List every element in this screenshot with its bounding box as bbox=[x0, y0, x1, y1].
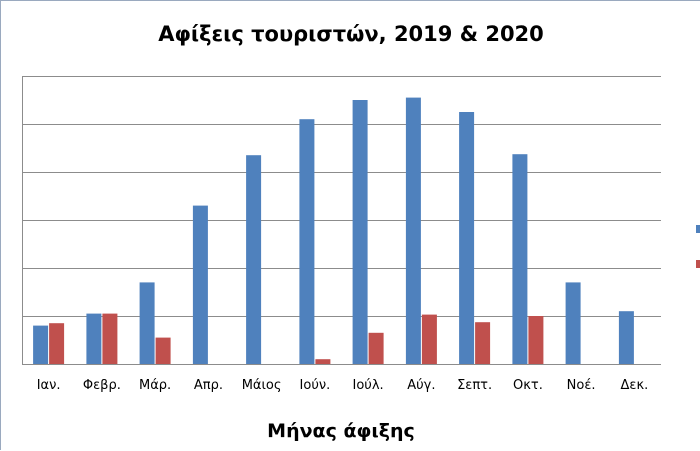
bar-series-1-1 bbox=[33, 325, 49, 364]
x-tick-label: Νοέ. bbox=[567, 378, 596, 393]
legend bbox=[696, 225, 700, 268]
x-tick-label: Οκτ. bbox=[513, 378, 543, 393]
x-tick-label: Ιούλ. bbox=[353, 378, 384, 393]
x-tick-labels: Ιαν. Φεβρ. Μάρ. Απρ. Μάιος Ιούν. Ιούλ. Αύγ. Σεπτ… bbox=[37, 378, 649, 393]
x-tick-label: Απρ. bbox=[194, 378, 223, 393]
bar-series-1-6 bbox=[299, 119, 315, 364]
bar-series-1-8 bbox=[405, 97, 421, 364]
bar-series-2-6 bbox=[315, 359, 331, 364]
x-tick-label: Σεπτ. bbox=[457, 378, 492, 393]
gridlines bbox=[22, 76, 661, 364]
bar-series-2-7 bbox=[368, 332, 384, 364]
bar-series-2-3 bbox=[155, 337, 171, 364]
x-tick-label: Μάρ. bbox=[139, 378, 171, 393]
chart-title: Αφίξεις τουριστών, 2019 & 2020 bbox=[158, 22, 544, 46]
x-tick-label: Ιαν. bbox=[37, 378, 61, 393]
bar-series-1-3 bbox=[139, 282, 155, 364]
bar-series-1-7 bbox=[352, 100, 368, 364]
bar-series-2-8 bbox=[421, 314, 437, 364]
bar-series-1-11 bbox=[565, 282, 581, 364]
x-tick-label: Αύγ. bbox=[407, 378, 435, 393]
legend-marker-series-2 bbox=[696, 260, 700, 268]
x-tick-label: Ιούν. bbox=[300, 378, 331, 393]
x-tick-label: Μάιος bbox=[242, 378, 282, 393]
bar-series-1-4 bbox=[192, 205, 208, 364]
bar-series-1-5 bbox=[246, 155, 262, 364]
bar-series-1-10 bbox=[512, 154, 528, 364]
x-tick-label: Φεβρ. bbox=[83, 378, 121, 393]
bar-series-1-2 bbox=[86, 313, 102, 364]
bar-series-1-9 bbox=[459, 112, 475, 364]
bars bbox=[33, 97, 634, 364]
bar-series-2-10 bbox=[528, 316, 544, 364]
legend-marker-series-1 bbox=[696, 225, 700, 233]
bar-series-1-12 bbox=[618, 311, 634, 364]
bar-series-2-9 bbox=[475, 322, 491, 364]
x-tick-label: Δεκ. bbox=[621, 378, 649, 393]
bar-series-2-2 bbox=[102, 313, 118, 364]
bar-series-2-1 bbox=[49, 323, 65, 364]
x-axis-label: Μήνας άφιξης bbox=[267, 420, 415, 442]
